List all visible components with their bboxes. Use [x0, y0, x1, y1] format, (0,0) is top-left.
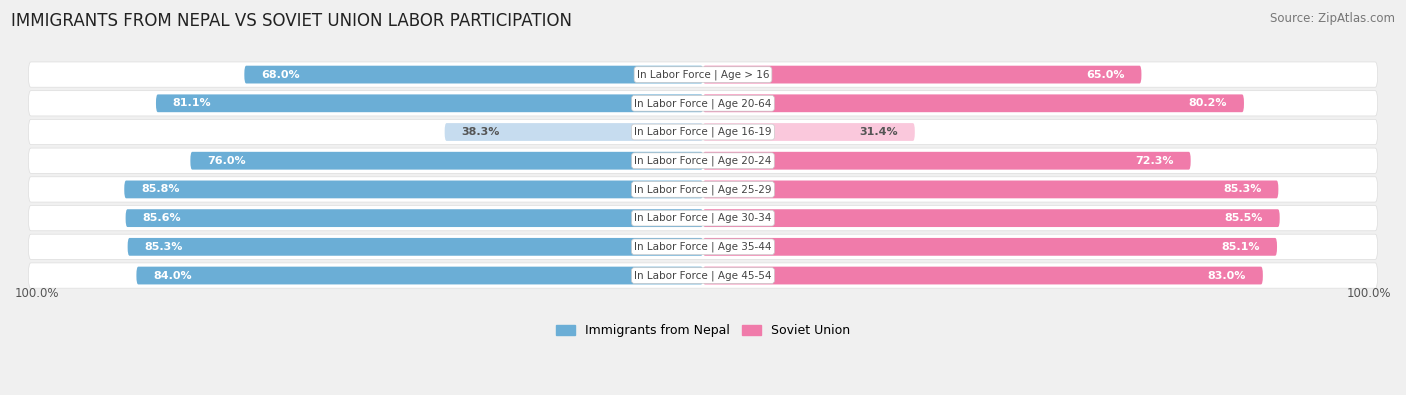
Text: Source: ZipAtlas.com: Source: ZipAtlas.com: [1270, 12, 1395, 25]
Text: In Labor Force | Age 20-24: In Labor Force | Age 20-24: [634, 156, 772, 166]
Text: In Labor Force | Age 45-54: In Labor Force | Age 45-54: [634, 270, 772, 281]
Text: 81.1%: 81.1%: [173, 98, 211, 108]
FancyBboxPatch shape: [28, 148, 1378, 173]
FancyBboxPatch shape: [703, 152, 1191, 169]
Text: 31.4%: 31.4%: [859, 127, 898, 137]
Text: 100.0%: 100.0%: [1347, 287, 1391, 300]
FancyBboxPatch shape: [703, 238, 1277, 256]
FancyBboxPatch shape: [190, 152, 703, 169]
FancyBboxPatch shape: [28, 119, 1378, 145]
Text: 85.5%: 85.5%: [1225, 213, 1263, 223]
FancyBboxPatch shape: [28, 205, 1378, 231]
Text: 85.3%: 85.3%: [145, 242, 183, 252]
Text: In Labor Force | Age > 16: In Labor Force | Age > 16: [637, 70, 769, 80]
Text: 85.6%: 85.6%: [142, 213, 181, 223]
Text: 68.0%: 68.0%: [262, 70, 299, 80]
Text: In Labor Force | Age 20-64: In Labor Force | Age 20-64: [634, 98, 772, 109]
Text: 72.3%: 72.3%: [1135, 156, 1174, 166]
Text: 76.0%: 76.0%: [207, 156, 246, 166]
FancyBboxPatch shape: [28, 91, 1378, 116]
FancyBboxPatch shape: [156, 94, 703, 112]
FancyBboxPatch shape: [28, 62, 1378, 87]
FancyBboxPatch shape: [28, 263, 1378, 288]
FancyBboxPatch shape: [245, 66, 703, 83]
FancyBboxPatch shape: [28, 234, 1378, 260]
FancyBboxPatch shape: [444, 123, 703, 141]
Text: 85.1%: 85.1%: [1222, 242, 1260, 252]
FancyBboxPatch shape: [125, 209, 703, 227]
FancyBboxPatch shape: [703, 181, 1278, 198]
Text: 84.0%: 84.0%: [153, 271, 191, 280]
FancyBboxPatch shape: [28, 177, 1378, 202]
Text: 38.3%: 38.3%: [461, 127, 501, 137]
FancyBboxPatch shape: [703, 66, 1142, 83]
Text: 83.0%: 83.0%: [1208, 271, 1246, 280]
FancyBboxPatch shape: [703, 123, 915, 141]
FancyBboxPatch shape: [124, 181, 703, 198]
Text: IMMIGRANTS FROM NEPAL VS SOVIET UNION LABOR PARTICIPATION: IMMIGRANTS FROM NEPAL VS SOVIET UNION LA…: [11, 12, 572, 30]
Text: In Labor Force | Age 30-34: In Labor Force | Age 30-34: [634, 213, 772, 224]
Legend: Immigrants from Nepal, Soviet Union: Immigrants from Nepal, Soviet Union: [551, 320, 855, 342]
Text: In Labor Force | Age 25-29: In Labor Force | Age 25-29: [634, 184, 772, 195]
Text: In Labor Force | Age 16-19: In Labor Force | Age 16-19: [634, 127, 772, 137]
FancyBboxPatch shape: [703, 209, 1279, 227]
FancyBboxPatch shape: [703, 267, 1263, 284]
Text: 100.0%: 100.0%: [15, 287, 59, 300]
Text: 85.8%: 85.8%: [141, 184, 180, 194]
Text: 65.0%: 65.0%: [1085, 70, 1125, 80]
Text: 80.2%: 80.2%: [1188, 98, 1227, 108]
FancyBboxPatch shape: [136, 267, 703, 284]
FancyBboxPatch shape: [703, 94, 1244, 112]
FancyBboxPatch shape: [128, 238, 703, 256]
Text: In Labor Force | Age 35-44: In Labor Force | Age 35-44: [634, 242, 772, 252]
Text: 85.3%: 85.3%: [1223, 184, 1261, 194]
